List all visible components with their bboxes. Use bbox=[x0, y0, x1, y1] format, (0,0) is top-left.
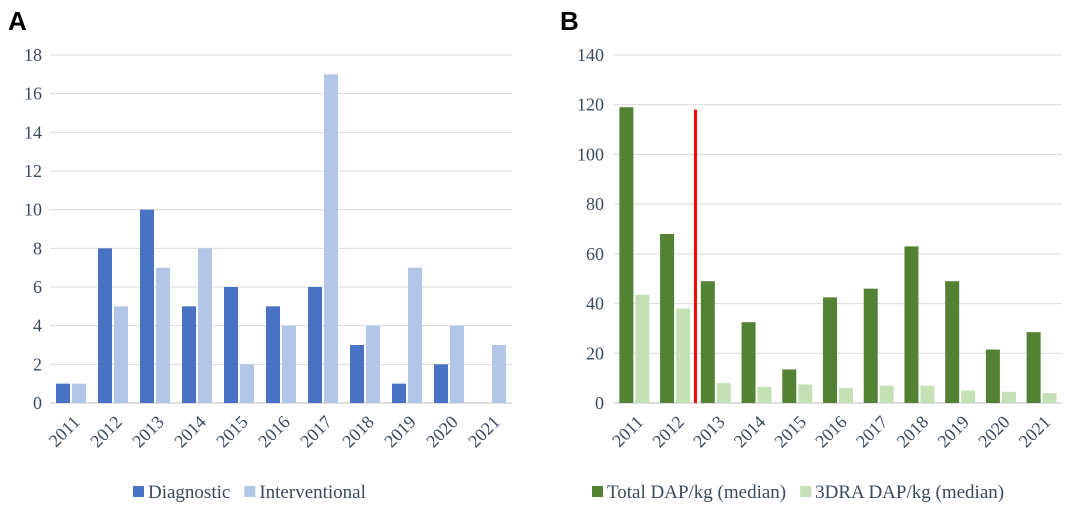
y-tick-label-b-140: 140 bbox=[577, 45, 604, 65]
legend-label-a-1: Interventional bbox=[259, 482, 366, 503]
y-tick-label-b-100: 100 bbox=[577, 144, 604, 164]
bar-a-diagnostic-2019 bbox=[392, 383, 406, 403]
x-tick-label-a-2013: 2013 bbox=[128, 412, 168, 452]
y-tick-label-a-6: 6 bbox=[33, 277, 42, 297]
x-tick-label-b-2016: 2016 bbox=[811, 412, 851, 452]
y-tick-label-b-40: 40 bbox=[586, 294, 604, 314]
bar-a-interventional-2011 bbox=[72, 383, 86, 403]
x-tick-label-b-2013: 2013 bbox=[689, 412, 729, 452]
bar-b-total-dap-kg-median--2017 bbox=[863, 288, 878, 403]
x-tick-label-b-2017: 2017 bbox=[852, 412, 892, 452]
bar-a-interventional-2014 bbox=[198, 248, 212, 403]
bar-a-interventional-2016 bbox=[282, 325, 296, 403]
bar-a-interventional-2015 bbox=[240, 364, 254, 403]
x-tick-label-b-2015: 2015 bbox=[771, 412, 811, 452]
bar-b-total-dap-kg-median--2012 bbox=[660, 233, 675, 403]
bar-a-interventional-2020 bbox=[450, 325, 464, 403]
bar-b-total-dap-kg-median--2013 bbox=[700, 281, 715, 403]
y-tick-label-a-14: 14 bbox=[24, 122, 42, 142]
bar-b-total-dap-kg-median--2014 bbox=[741, 322, 756, 403]
bar-a-interventional-2017 bbox=[324, 74, 338, 403]
x-tick-label-a-2017: 2017 bbox=[296, 412, 336, 452]
bar-b-3dra-dap-kg-median--2011 bbox=[635, 294, 650, 403]
bar-a-diagnostic-2018 bbox=[350, 345, 364, 403]
x-tick-label-a-2020: 2020 bbox=[422, 412, 462, 452]
legend-label-b-0: Total DAP/kg (median) bbox=[607, 482, 786, 503]
bar-b-3dra-dap-kg-median--2021 bbox=[1042, 393, 1057, 403]
panel-label-a: A bbox=[8, 6, 27, 36]
bar-b-3dra-dap-kg-median--2014 bbox=[757, 386, 772, 403]
bar-b-total-dap-kg-median--2020 bbox=[985, 349, 1000, 403]
bar-b-total-dap-kg-median--2015 bbox=[782, 369, 797, 403]
bar-b-3dra-dap-kg-median--2012 bbox=[676, 308, 691, 403]
bar-a-interventional-2013 bbox=[156, 267, 170, 403]
bar-b-3dra-dap-kg-median--2020 bbox=[1001, 391, 1016, 403]
bar-b-3dra-dap-kg-median--2013 bbox=[716, 383, 731, 403]
y-tick-label-b-20: 20 bbox=[586, 343, 604, 363]
y-tick-label-a-2: 2 bbox=[33, 354, 42, 374]
x-tick-label-a-2018: 2018 bbox=[338, 412, 378, 452]
x-tick-label-a-2019: 2019 bbox=[380, 412, 420, 452]
bar-b-total-dap-kg-median--2021 bbox=[1026, 332, 1041, 403]
bar-b-3dra-dap-kg-median--2019 bbox=[961, 390, 976, 403]
bar-a-diagnostic-2012 bbox=[98, 248, 112, 403]
x-tick-label-a-2016: 2016 bbox=[254, 412, 294, 452]
bar-a-interventional-2021 bbox=[492, 345, 506, 403]
x-tick-label-b-2014: 2014 bbox=[730, 412, 770, 452]
legend-label-a-0: Diagnostic bbox=[148, 482, 230, 503]
y-tick-label-a-12: 12 bbox=[24, 161, 42, 181]
bar-a-diagnostic-2020 bbox=[434, 364, 448, 403]
bar-b-total-dap-kg-median--2011 bbox=[619, 107, 634, 403]
y-tick-label-b-60: 60 bbox=[586, 244, 604, 264]
x-tick-label-b-2021: 2021 bbox=[1015, 412, 1055, 452]
bar-b-3dra-dap-kg-median--2017 bbox=[879, 385, 894, 403]
x-tick-label-b-2011: 2011 bbox=[608, 412, 647, 451]
bar-b-total-dap-kg-median--2019 bbox=[945, 281, 960, 403]
bar-b-total-dap-kg-median--2018 bbox=[904, 246, 919, 403]
x-tick-label-a-2021: 2021 bbox=[464, 412, 504, 452]
y-tick-label-b-80: 80 bbox=[586, 194, 604, 214]
y-tick-label-a-16: 16 bbox=[24, 84, 42, 104]
bar-a-diagnostic-2014 bbox=[182, 306, 196, 403]
x-tick-label-a-2012: 2012 bbox=[86, 412, 126, 452]
y-tick-label-a-18: 18 bbox=[24, 45, 42, 65]
y-tick-label-b-120: 120 bbox=[577, 95, 604, 115]
x-tick-label-b-2019: 2019 bbox=[933, 412, 973, 452]
x-tick-label-b-2020: 2020 bbox=[974, 412, 1014, 452]
bar-b-3dra-dap-kg-median--2016 bbox=[839, 388, 853, 403]
panel-label-b: B bbox=[560, 6, 579, 36]
bar-a-diagnostic-2015 bbox=[224, 287, 238, 403]
bar-a-diagnostic-2017 bbox=[308, 287, 322, 403]
bar-a-diagnostic-2013 bbox=[140, 209, 154, 403]
legend-swatch-a-0 bbox=[133, 486, 144, 497]
bar-a-interventional-2012 bbox=[114, 306, 128, 403]
bar-b-3dra-dap-kg-median--2018 bbox=[920, 385, 935, 403]
legend-swatch-a-1 bbox=[244, 486, 256, 497]
y-tick-label-a-10: 10 bbox=[24, 200, 42, 220]
y-tick-label-b-0: 0 bbox=[595, 393, 604, 413]
x-tick-label-a-2014: 2014 bbox=[170, 412, 210, 452]
x-tick-label-b-2012: 2012 bbox=[648, 412, 688, 452]
bar-b-total-dap-kg-median--2016 bbox=[823, 297, 837, 403]
y-tick-label-a-0: 0 bbox=[33, 393, 42, 413]
x-tick-label-b-2018: 2018 bbox=[893, 412, 933, 452]
legend-label-b-1: 3DRA DAP/kg (median) bbox=[815, 482, 1004, 503]
bar-b-3dra-dap-kg-median--2015 bbox=[798, 384, 813, 403]
bar-a-diagnostic-2011 bbox=[56, 383, 70, 403]
x-tick-label-a-2011: 2011 bbox=[45, 412, 84, 451]
bar-a-diagnostic-2016 bbox=[266, 306, 280, 403]
y-tick-label-a-4: 4 bbox=[33, 316, 42, 336]
legend-swatch-b-0 bbox=[592, 486, 603, 497]
bar-a-interventional-2018 bbox=[366, 325, 380, 403]
x-tick-label-a-2015: 2015 bbox=[212, 412, 252, 452]
legend-swatch-b-1 bbox=[800, 486, 812, 497]
y-tick-label-a-8: 8 bbox=[33, 238, 42, 258]
bar-a-interventional-2019 bbox=[408, 267, 422, 403]
